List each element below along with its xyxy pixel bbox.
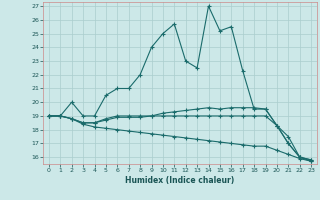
X-axis label: Humidex (Indice chaleur): Humidex (Indice chaleur) <box>125 176 235 185</box>
